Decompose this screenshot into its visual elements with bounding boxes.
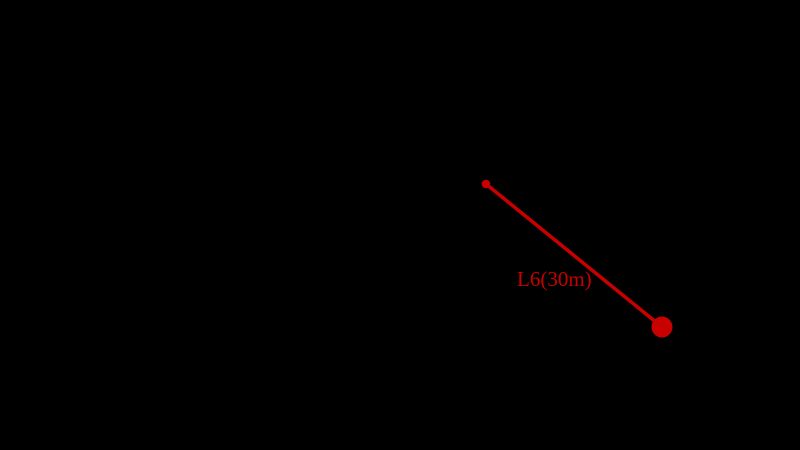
link-label: L6(30m) bbox=[517, 267, 592, 291]
link-endpoint-node-large bbox=[651, 316, 673, 338]
link-line bbox=[484, 182, 664, 329]
link-endpoint-node-small bbox=[481, 179, 491, 189]
